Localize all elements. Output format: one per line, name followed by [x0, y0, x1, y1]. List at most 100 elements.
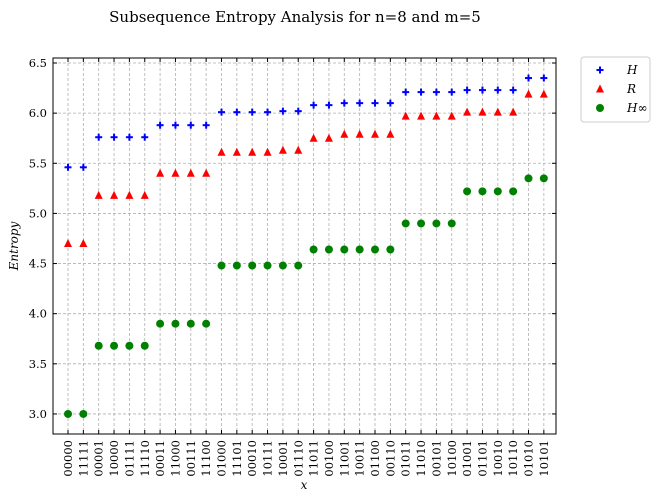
point-circle — [371, 245, 379, 254]
point-plus — [141, 133, 149, 141]
x-tick-label: 00100 — [322, 440, 336, 477]
point-circle — [355, 245, 364, 254]
plot-frame — [52, 57, 557, 435]
point-plus — [448, 88, 456, 96]
x-tick-label: 01011 — [399, 440, 413, 477]
point-circle — [417, 219, 426, 228]
point-circle — [478, 187, 487, 196]
x-tick-label: 11000 — [168, 440, 182, 477]
point-plus — [478, 86, 486, 94]
legend-label: H∞ — [626, 101, 647, 115]
point-circle — [324, 245, 333, 254]
x-tick-label: 00111 — [184, 440, 198, 477]
y-tick-label: 3.0 — [29, 407, 47, 421]
point-plus — [64, 163, 72, 171]
point-triangle — [493, 107, 502, 116]
x-tick-label: 00101 — [429, 440, 443, 477]
point-triangle — [463, 107, 472, 116]
point-plus — [402, 88, 410, 96]
x-axis-label: x — [301, 478, 308, 492]
point-circle — [340, 245, 349, 254]
point-triangle — [340, 129, 349, 138]
point-plus — [310, 101, 318, 109]
point-triangle — [171, 168, 180, 177]
point-triangle — [324, 133, 333, 142]
point-triangle — [156, 168, 165, 177]
point-triangle — [125, 190, 134, 199]
point-circle — [447, 219, 456, 228]
point-circle — [94, 341, 103, 350]
point-triangle — [64, 238, 72, 247]
point-triangle — [309, 133, 318, 142]
point-plus — [294, 107, 302, 115]
x-tick-label: 11110 — [138, 440, 152, 477]
point-circle — [140, 341, 149, 350]
point-circle — [539, 174, 548, 183]
point-plus — [264, 108, 272, 116]
point-circle — [171, 319, 180, 328]
y-tick-label: 4.5 — [29, 257, 47, 271]
point-plus — [525, 74, 532, 82]
point-circle — [493, 187, 502, 196]
legend: HR H∞ — [580, 56, 651, 123]
x-tick-label: 00110 — [383, 440, 397, 477]
point-triangle — [232, 147, 241, 156]
point-plus — [494, 86, 502, 94]
point-circle — [524, 174, 533, 183]
x-tick-label: 00011 — [153, 440, 167, 477]
point-triangle — [524, 89, 533, 98]
point-triangle — [539, 89, 548, 98]
x-tick-label: 10100 — [445, 440, 459, 477]
y-axis-ticks: 3.0 3.5 4.0 4.5 5.0 5.5 6.0 6.5 — [29, 56, 556, 421]
x-tick-label: 00001 — [92, 440, 106, 477]
x-tick-label: 10101 — [537, 440, 551, 477]
point-plus — [540, 74, 548, 82]
point-plus — [432, 88, 440, 96]
point-triangle — [371, 129, 379, 138]
x-tick-label: 00000 — [61, 440, 75, 477]
point-plus — [79, 163, 87, 171]
x-tick-label: 11100 — [199, 440, 213, 477]
point-triangle — [401, 111, 410, 120]
y-tick-label: 6.5 — [29, 56, 47, 70]
point-plus — [125, 133, 133, 141]
point-circle — [463, 187, 472, 196]
point-circle — [64, 409, 72, 418]
x-tick-label: 10000 — [107, 440, 121, 477]
point-circle — [509, 187, 518, 196]
point-triangle — [478, 107, 487, 116]
point-plus — [340, 99, 348, 107]
point-plus — [386, 99, 394, 107]
point-triangle — [186, 168, 195, 177]
legend-marker-circle — [596, 104, 604, 112]
legend-label: R — [626, 82, 636, 96]
point-circle — [263, 261, 272, 270]
point-triangle — [355, 129, 364, 138]
point-plus — [417, 88, 425, 96]
x-tick-label: 11010 — [414, 440, 428, 477]
point-circle — [110, 341, 119, 350]
point-plus — [202, 121, 210, 129]
y-tick-label: 5.0 — [29, 206, 47, 220]
point-plus — [187, 121, 195, 129]
point-circle — [401, 219, 410, 228]
point-plus — [218, 108, 225, 116]
point-plus — [509, 86, 517, 94]
x-tick-label: 11101 — [230, 440, 244, 477]
x-tick-label: 11011 — [307, 440, 321, 477]
point-triangle — [217, 147, 226, 156]
grid — [53, 58, 556, 434]
y-tick-label: 3.5 — [29, 357, 47, 371]
point-circle — [156, 319, 165, 328]
chart-title: Subsequence Entropy Analysis for n=8 and… — [109, 8, 481, 26]
point-triangle — [94, 190, 103, 199]
point-triangle — [202, 168, 211, 177]
point-circle — [309, 245, 318, 254]
x-axis-ticks: 00000 11111 00001 10000 01111 11110 00011 11000… — [61, 58, 551, 477]
x-tick-label: 01000 — [215, 440, 229, 477]
point-circle — [202, 319, 211, 328]
point-triangle — [386, 129, 395, 138]
y-tick-label: 4.0 — [29, 307, 47, 321]
point-circle — [248, 261, 257, 270]
